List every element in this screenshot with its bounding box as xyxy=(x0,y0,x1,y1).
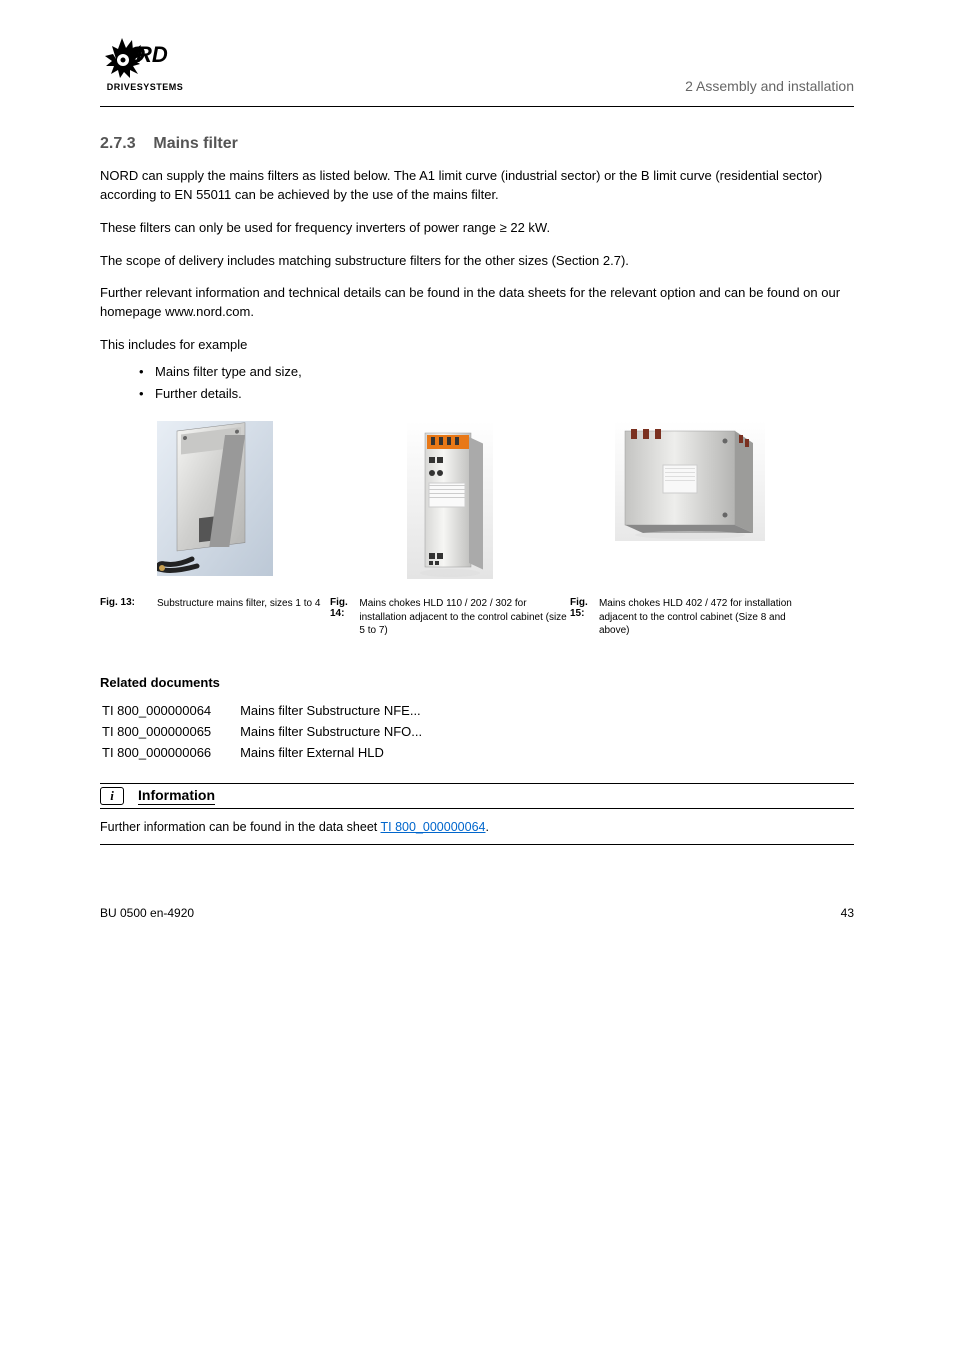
figure-number: Fig. 15: xyxy=(570,597,599,619)
related-docs-heading: Related documents xyxy=(100,674,854,693)
section-heading: 2.7.3 Mains filter xyxy=(100,135,854,153)
info-link[interactable]: TI 800_000000064 xyxy=(381,820,486,834)
section-title: Mains filter xyxy=(153,135,237,152)
page-footer: BU 0500 en-4920 43 xyxy=(100,900,854,920)
related-doc-item: TI 800_000000065 Mains filter Substructu… xyxy=(102,723,854,742)
chapter-title: 2 Assembly and installation xyxy=(685,28,854,94)
footer-doc-id: BU 0500 en-4920 xyxy=(100,906,194,920)
related-doc-item: TI 800_000000066 Mains filter External H… xyxy=(102,744,854,763)
paragraph-3: The scope of delivery includes matching … xyxy=(100,252,854,271)
figure-number: Fig. 13: xyxy=(100,597,157,608)
paragraph-2: These filters can only be used for frequ… xyxy=(100,219,854,238)
footer-page-number: 43 xyxy=(841,906,854,920)
figure-number: Fig. 14: xyxy=(330,597,359,619)
info-title: Information xyxy=(138,787,215,805)
bullet-list: Mains filter type and size, Further deta… xyxy=(155,361,854,405)
paragraph-1: NORD can supply the mains filters as lis… xyxy=(100,167,854,205)
section-number: 2.7.3 xyxy=(100,135,136,152)
paragraph-4: Further relevant information and technic… xyxy=(100,284,854,322)
figure-caption: Mains chokes HLD 110 / 202 / 302 for ins… xyxy=(359,597,570,638)
page-header: RD O DRIVESYSTEMS 2 Assembly and install… xyxy=(100,28,854,107)
related-doc-item: TI 800_000000064 Mains filter Substructu… xyxy=(102,702,854,721)
list-intro: This includes for example xyxy=(100,336,854,355)
product-image-substructure-filter xyxy=(100,421,330,576)
info-block: i Information Further information can be… xyxy=(100,783,854,846)
captions-row: Fig. 13: Substructure mains filter, size… xyxy=(100,597,854,648)
product-images-row xyxy=(100,421,854,579)
figure-caption: Mains chokes HLD 402 / 472 for installat… xyxy=(599,597,810,638)
list-item: Further details. xyxy=(155,383,854,405)
figure-caption: Substructure mains filter, sizes 1 to 4 xyxy=(157,597,320,611)
info-icon: i xyxy=(100,787,124,805)
product-image-mains-choke-small xyxy=(330,421,570,579)
nord-logo: RD O DRIVESYSTEMS xyxy=(100,28,190,98)
product-image-mains-choke-large xyxy=(570,421,810,541)
svg-text:O: O xyxy=(128,42,145,67)
list-item: Mains filter type and size, xyxy=(155,361,854,383)
info-body: Further information can be found in the … xyxy=(100,809,854,846)
